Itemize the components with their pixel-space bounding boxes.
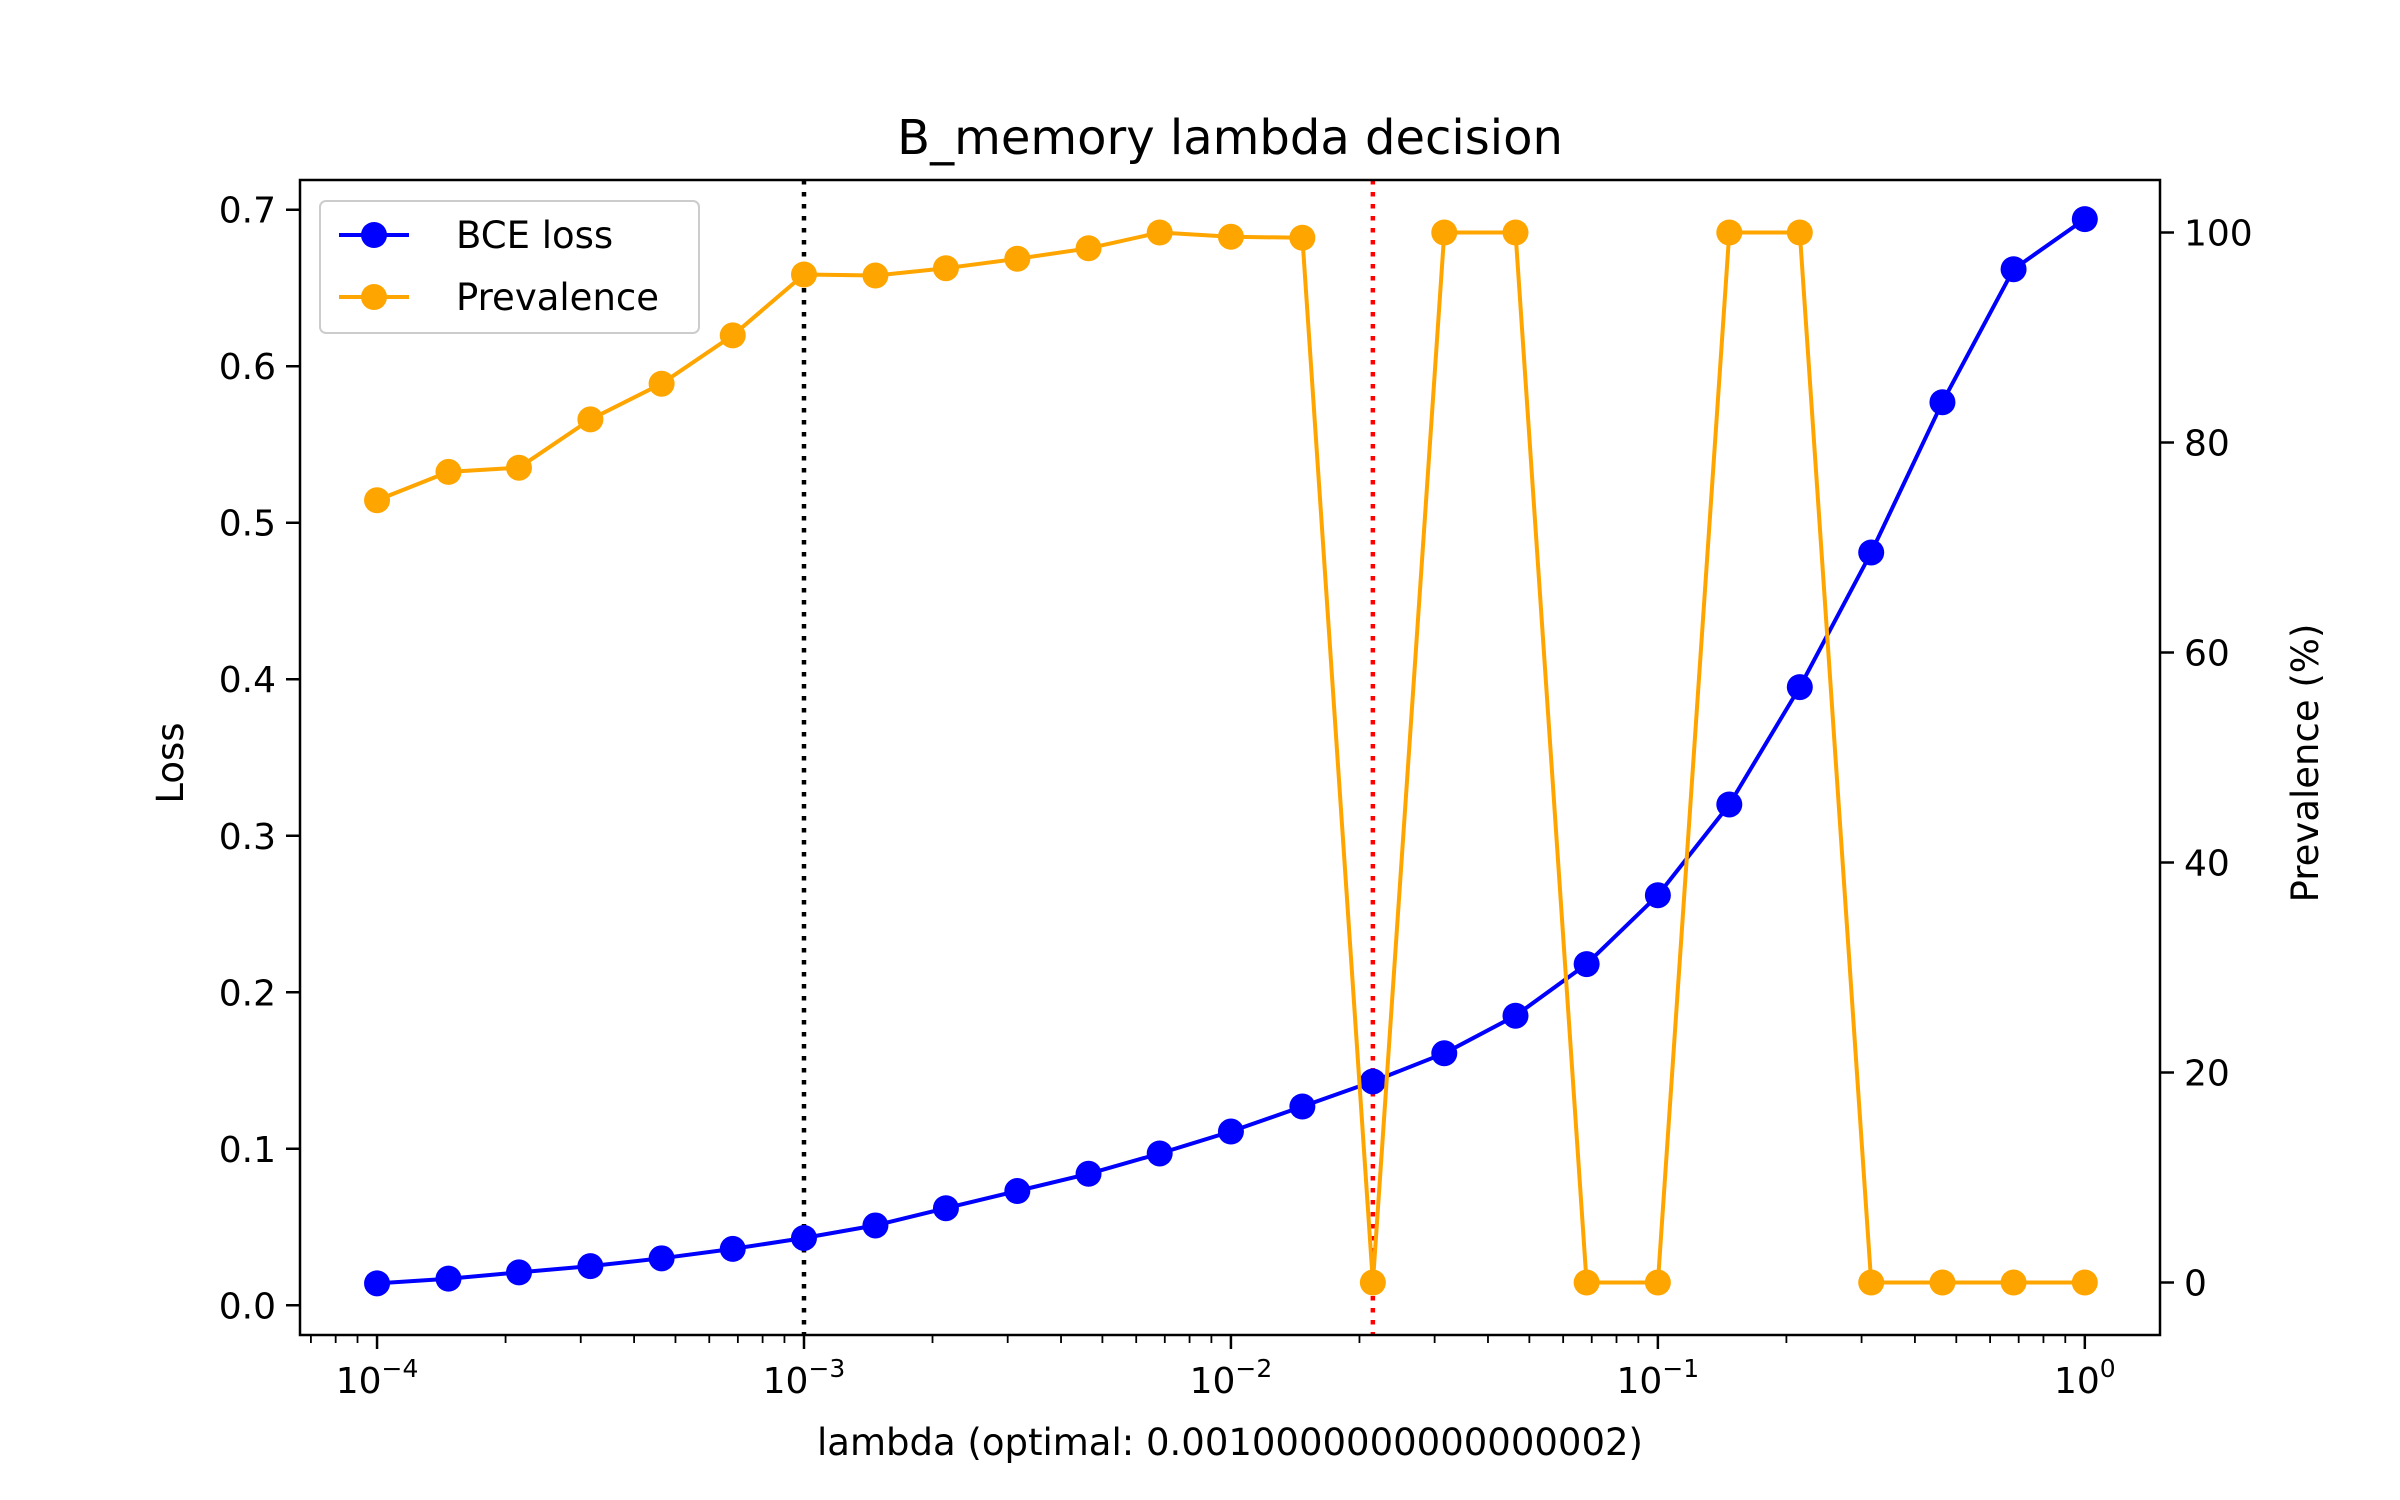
data-point-prevalence [1004, 245, 1031, 272]
data-point-bce-loss [2000, 256, 2027, 283]
data-point-prevalence [435, 458, 462, 485]
data-point-bce-loss [1858, 539, 1885, 566]
data-point-bce-loss [505, 1259, 532, 1286]
data-point-prevalence [577, 406, 604, 433]
data-point-prevalence [1929, 1269, 1956, 1296]
x-tick-label: 10−3 [763, 1354, 846, 1402]
legend-box [319, 200, 700, 334]
x-tick-label: 10−4 [336, 1354, 419, 1402]
y-tick-label: 0.0 [219, 1286, 276, 1327]
data-point-bce-loss [1502, 1002, 1529, 1029]
data-point-prevalence [1359, 1269, 1386, 1296]
legend-label-bce-loss: BCE loss [456, 214, 613, 257]
legend-label-prevalence: Prevalence [456, 276, 659, 319]
y2-tick-label: 40 [2184, 844, 2230, 885]
data-point-bce-loss [1075, 1160, 1102, 1187]
y2-tick-label: 60 [2184, 634, 2230, 675]
x-tick-label: 100 [2054, 1354, 2116, 1402]
data-point-prevalence [719, 322, 746, 349]
data-point-prevalence [1431, 219, 1458, 246]
data-point-bce-loss [932, 1195, 959, 1222]
data-point-prevalence [2071, 1269, 2098, 1296]
y2-tick-label: 20 [2184, 1054, 2230, 1095]
y-axis-label: Loss [149, 722, 192, 803]
data-point-prevalence [1075, 235, 1102, 262]
data-point-prevalence [932, 255, 959, 282]
data-point-bce-loss [1431, 1040, 1458, 1067]
y-tick-label: 0.1 [219, 1130, 276, 1171]
y-tick-label: 0.6 [219, 347, 276, 388]
chart-title: B_memory lambda decision [897, 110, 1563, 166]
data-point-prevalence [2000, 1269, 2027, 1296]
data-point-prevalence [1573, 1269, 1600, 1296]
data-point-prevalence [364, 487, 391, 514]
data-point-bce-loss [1217, 1118, 1244, 1145]
data-point-bce-loss [435, 1265, 462, 1292]
data-point-bce-loss [2071, 206, 2098, 233]
data-point-prevalence [1217, 223, 1244, 250]
data-point-bce-loss [1289, 1093, 1316, 1120]
y2-axis-ticks: 0 20 40 60 80 100 [2160, 214, 2253, 1305]
data-point-prevalence [1716, 219, 1743, 246]
legend: BCE loss Prevalence [319, 200, 700, 334]
data-point-bce-loss [790, 1224, 817, 1251]
x-axis-ticks: 10−4 10−3 10−2 10−1 100 [310, 1335, 2116, 1402]
data-point-bce-loss [1146, 1140, 1173, 1167]
y-tick-label: 0.4 [219, 660, 276, 701]
y2-tick-label: 0 [2184, 1264, 2207, 1305]
data-point-bce-loss [1644, 882, 1671, 909]
legend-marker-bce-loss [361, 222, 387, 248]
data-point-prevalence [862, 262, 889, 289]
series-layer [364, 206, 2098, 1297]
x-tick-label: 10−1 [1617, 1354, 1700, 1402]
data-point-bce-loss [719, 1235, 746, 1262]
data-point-prevalence [1858, 1269, 1885, 1296]
data-point-bce-loss [1716, 791, 1743, 818]
data-point-bce-loss [364, 1270, 391, 1297]
data-point-prevalence [1786, 219, 1813, 246]
y2-axis-label: Prevalence (%) [2284, 624, 2327, 903]
data-point-prevalence [1289, 224, 1316, 251]
data-point-prevalence [1146, 219, 1173, 246]
data-point-bce-loss [1004, 1178, 1031, 1205]
x-axis-label: lambda (optimal: 0.0010000000000000002) [817, 1421, 1643, 1464]
data-point-prevalence [790, 261, 817, 288]
y-tick-label: 0.5 [219, 504, 276, 545]
data-point-bce-loss [1929, 389, 1956, 416]
data-point-bce-loss [862, 1212, 889, 1239]
y-axis-ticks: 0.0 0.1 0.2 0.3 0.4 0.5 0.6 0.7 [219, 191, 300, 1327]
data-point-prevalence [505, 454, 532, 481]
data-point-prevalence [648, 370, 675, 397]
data-point-prevalence [1502, 219, 1529, 246]
data-point-bce-loss [1573, 951, 1600, 978]
x-tick-label: 10−2 [1190, 1354, 1273, 1402]
data-point-prevalence [1644, 1269, 1671, 1296]
y-tick-label: 0.7 [219, 191, 276, 232]
data-point-bce-loss [648, 1245, 675, 1272]
legend-marker-prevalence [361, 284, 387, 310]
y-tick-label: 0.3 [219, 817, 276, 858]
data-point-bce-loss [1359, 1068, 1386, 1095]
data-point-bce-loss [577, 1253, 604, 1280]
data-point-bce-loss [1786, 674, 1813, 701]
y-tick-label: 0.2 [219, 973, 276, 1014]
reference-lines [801, 180, 1376, 1335]
y2-tick-label: 100 [2184, 214, 2253, 255]
y2-tick-label: 80 [2184, 424, 2230, 465]
